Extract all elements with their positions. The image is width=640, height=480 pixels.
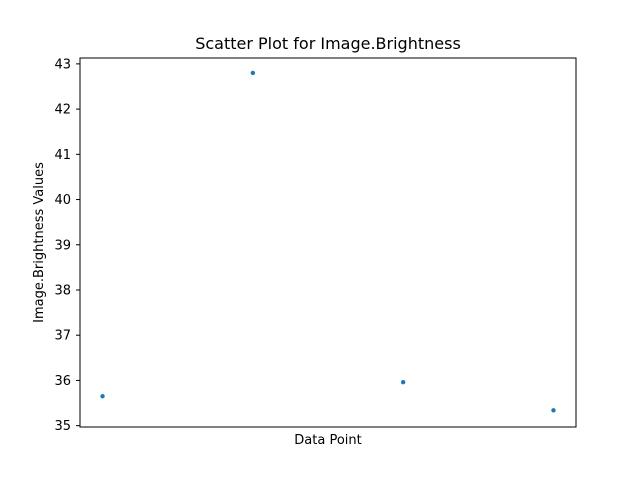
y-tick-label: 36 bbox=[54, 374, 71, 389]
chart-title: Scatter Plot for Image.Brightness bbox=[195, 34, 461, 53]
data-point bbox=[551, 408, 556, 413]
y-tick-label: 38 bbox=[54, 283, 71, 298]
plot-area-frame bbox=[79, 57, 577, 428]
y-tick-label: 37 bbox=[54, 329, 71, 344]
y-tick-label: 43 bbox=[54, 57, 71, 72]
y-tick-label: 39 bbox=[54, 238, 71, 253]
y-tick-label: 42 bbox=[54, 103, 71, 118]
data-point bbox=[250, 70, 256, 76]
plot-layer bbox=[100, 70, 556, 413]
y-tick-label: 40 bbox=[54, 193, 71, 208]
data-point bbox=[100, 394, 105, 399]
y-axis-label: Image.Brightness Values bbox=[32, 162, 47, 323]
x-axis-label: Data Point bbox=[294, 433, 361, 448]
y-tick-label: 35 bbox=[54, 419, 71, 434]
y-tick-label: 41 bbox=[54, 148, 71, 163]
data-point bbox=[400, 380, 406, 385]
y-axis-ticks: 35 36 37 38 39 40 41 42 43 bbox=[54, 57, 80, 434]
